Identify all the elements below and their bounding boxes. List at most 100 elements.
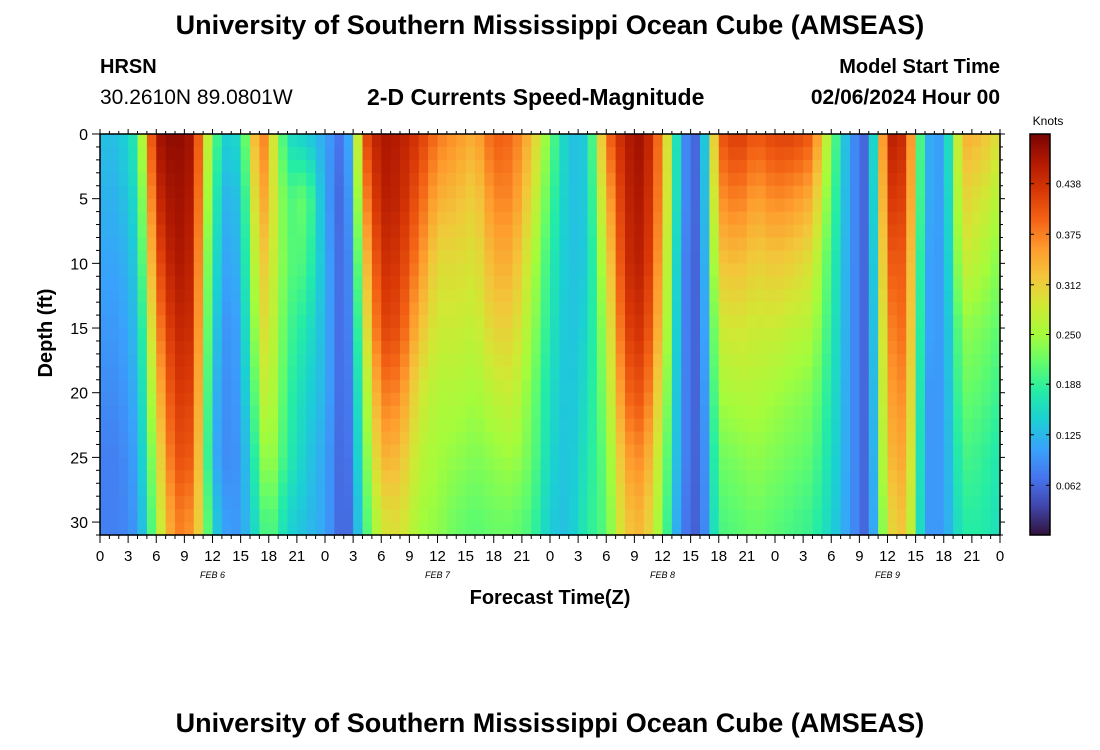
heatmap-cell [578,250,589,264]
heatmap-cell [296,496,307,510]
heatmap-cell [775,405,785,420]
heatmap-cell [409,250,420,264]
heatmap-cell [718,392,729,407]
heatmap-cell [437,483,448,497]
heatmap-cell [906,211,917,226]
heatmap-cell [409,392,420,407]
heatmap-cell [606,211,617,226]
heatmap-cell [906,509,917,523]
heatmap-cell [259,302,270,316]
heatmap-cell [512,211,523,226]
heatmap-cell [709,496,720,510]
heatmap-cell [428,211,439,226]
heatmap-cell [990,379,1001,394]
heatmap-cell [362,250,373,264]
heatmap-cell [334,379,345,394]
heatmap-cell [981,159,992,174]
heatmap-cell [643,289,654,303]
heatmap-cell [625,185,635,200]
heatmap-cell [962,198,973,213]
heatmap-cell [156,470,167,484]
heatmap-cell [737,185,748,200]
heatmap-cell [503,315,514,329]
heatmap-cell [400,276,410,290]
heatmap-cell [906,250,917,264]
heatmap-cell [118,470,129,484]
heatmap-cell [765,198,776,213]
heatmap-cell [409,457,420,471]
heatmap-cell [784,457,795,471]
heatmap-cell [156,263,167,277]
heatmap-cell [146,340,157,355]
heatmap-cell [493,470,504,484]
heatmap-cell [953,457,964,471]
heatmap-cell [268,159,279,174]
heatmap-cell [484,198,495,213]
heatmap-cell [728,509,739,523]
heatmap-cell [906,496,917,510]
heatmap-cell [850,366,860,381]
heatmap-cell [465,237,476,252]
heatmap-cell [784,405,795,420]
heatmap-cell [746,444,757,458]
heatmap-cell [915,315,926,329]
heatmap-cell [615,211,626,226]
heatmap-cell [531,237,542,252]
heatmap-cell [446,431,457,446]
heatmap-cell [418,379,429,394]
heatmap-cell [568,302,579,316]
heatmap-cell [746,392,757,407]
heatmap-cell [156,340,167,355]
heatmap-cell [925,444,935,458]
heatmap-cell [259,418,270,433]
heatmap-cell [765,185,776,200]
heatmap-cell [831,457,842,471]
heatmap-cell [475,444,485,458]
heatmap-cell [550,289,560,303]
heatmap-cell [521,509,532,523]
heatmap-cell [746,405,757,420]
heatmap-cell [915,237,926,252]
heatmap-cell [156,198,167,213]
heatmap-cell [146,263,157,277]
heatmap-cell [371,185,382,200]
heatmap-cell [915,418,926,433]
heatmap-cell [559,366,570,381]
heatmap-cell [334,509,345,523]
heatmap-cell [943,224,954,239]
heatmap-cell [812,172,823,187]
heatmap-cell [634,211,645,226]
heatmap-cell [859,237,870,252]
heatmap-cell [109,405,120,420]
heatmap-cell [756,418,767,433]
heatmap-cell [878,328,889,342]
heatmap-cell [315,379,326,394]
heatmap-cell [409,509,420,523]
heatmap-cell [250,276,260,290]
heatmap-cell [568,366,579,381]
heatmap-cell [793,185,804,200]
heatmap-cell [718,353,729,368]
heatmap-cell [953,418,964,433]
x-tick-label: 0 [96,548,104,565]
heatmap-cell [446,134,457,148]
heatmap-cell [165,302,176,316]
heatmap-cell [409,224,420,239]
heatmap-cell [484,509,495,523]
heatmap-cell [559,172,570,187]
heatmap-cell [531,172,542,187]
heatmap-cell [315,237,326,252]
heatmap-cell [915,185,926,200]
heatmap-cell [137,315,148,329]
heatmap-cell [278,198,289,213]
heatmap-cell [503,444,514,458]
heatmap-cell [765,379,776,394]
heatmap-cell [868,250,879,264]
heatmap-cell [493,250,504,264]
heatmap-cell [231,237,242,252]
heatmap-cell [840,470,851,484]
heatmap-cell [850,444,860,458]
heatmap-cell [971,379,982,394]
heatmap-cell [362,159,373,174]
heatmap-cell [840,509,851,523]
